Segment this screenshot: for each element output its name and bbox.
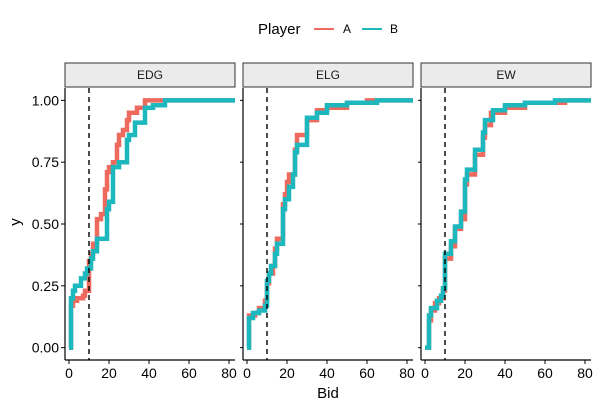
legend: Player A B	[258, 21, 398, 38]
legend-label-a: A	[343, 22, 351, 36]
series-line-elg-b	[246, 98, 413, 350]
y-tick-label-0.75: 0.75	[32, 154, 59, 170]
legend-label-b: B	[390, 22, 398, 36]
series-line-edg-a	[68, 98, 235, 350]
x-tick-label-edg-40: 40	[141, 365, 157, 381]
x-tick-label-ew-40: 40	[497, 365, 513, 381]
x-tick-label-elg-40: 40	[319, 365, 335, 381]
y-axis-title: y	[7, 218, 24, 226]
x-tick-label-ew-20: 20	[457, 365, 473, 381]
facet-strip-label-elg: ELG	[316, 68, 340, 82]
x-axis-title: Bid	[317, 385, 339, 402]
facet-strip-ew	[420, 62, 592, 88]
x-tick-label-elg-0: 0	[243, 365, 251, 381]
facet-strip-label-edg: EDG	[137, 68, 163, 82]
series-line-ew-a	[425, 98, 591, 350]
x-tick-label-ew-0: 0	[421, 365, 429, 381]
legend-entry-a: A	[314, 22, 351, 36]
y-tick-label-0.5: 0.50	[32, 216, 59, 232]
series-line-edg-b	[68, 98, 235, 350]
legend-title: Player	[258, 21, 301, 38]
x-tick-label-edg-80: 80	[221, 365, 237, 381]
series-line-elg-a	[246, 98, 413, 350]
x-tick-label-edg-60: 60	[181, 365, 197, 381]
y-tick-label-1: 1.00	[32, 92, 59, 108]
legend-entry-b: B	[362, 22, 398, 36]
x-tick-label-edg-20: 20	[101, 365, 117, 381]
y-tick-label-0.25: 0.25	[32, 278, 59, 294]
facet-strip-edg	[64, 62, 236, 88]
facet-panel-elg: ELG 0 20 40 60 80	[240, 62, 415, 381]
facet-panels: EDG 0 20 40 60 80 0.00 0.25 0.50 0.75 1.00 ELG 0 20 40…	[32, 62, 593, 381]
x-tick-label-ew-60: 60	[537, 365, 553, 381]
series-line-ew-b	[425, 98, 591, 350]
y-tick-label-0: 0.00	[32, 340, 59, 356]
x-tick-label-edg-0: 0	[65, 365, 73, 381]
x-tick-label-elg-80: 80	[399, 365, 415, 381]
facet-panel-ew: EW 0 20 40 60 80	[418, 62, 593, 381]
x-tick-label-elg-60: 60	[359, 365, 375, 381]
x-tick-label-ew-80: 80	[577, 365, 593, 381]
facet-strip-elg	[242, 62, 414, 88]
facet-strip-label-ew: EW	[496, 68, 516, 82]
x-tick-label-elg-20: 20	[279, 365, 295, 381]
facet-panel-edg: EDG 0 20 40 60 80 0.00 0.25 0.50 0.75 1.00	[32, 62, 237, 381]
